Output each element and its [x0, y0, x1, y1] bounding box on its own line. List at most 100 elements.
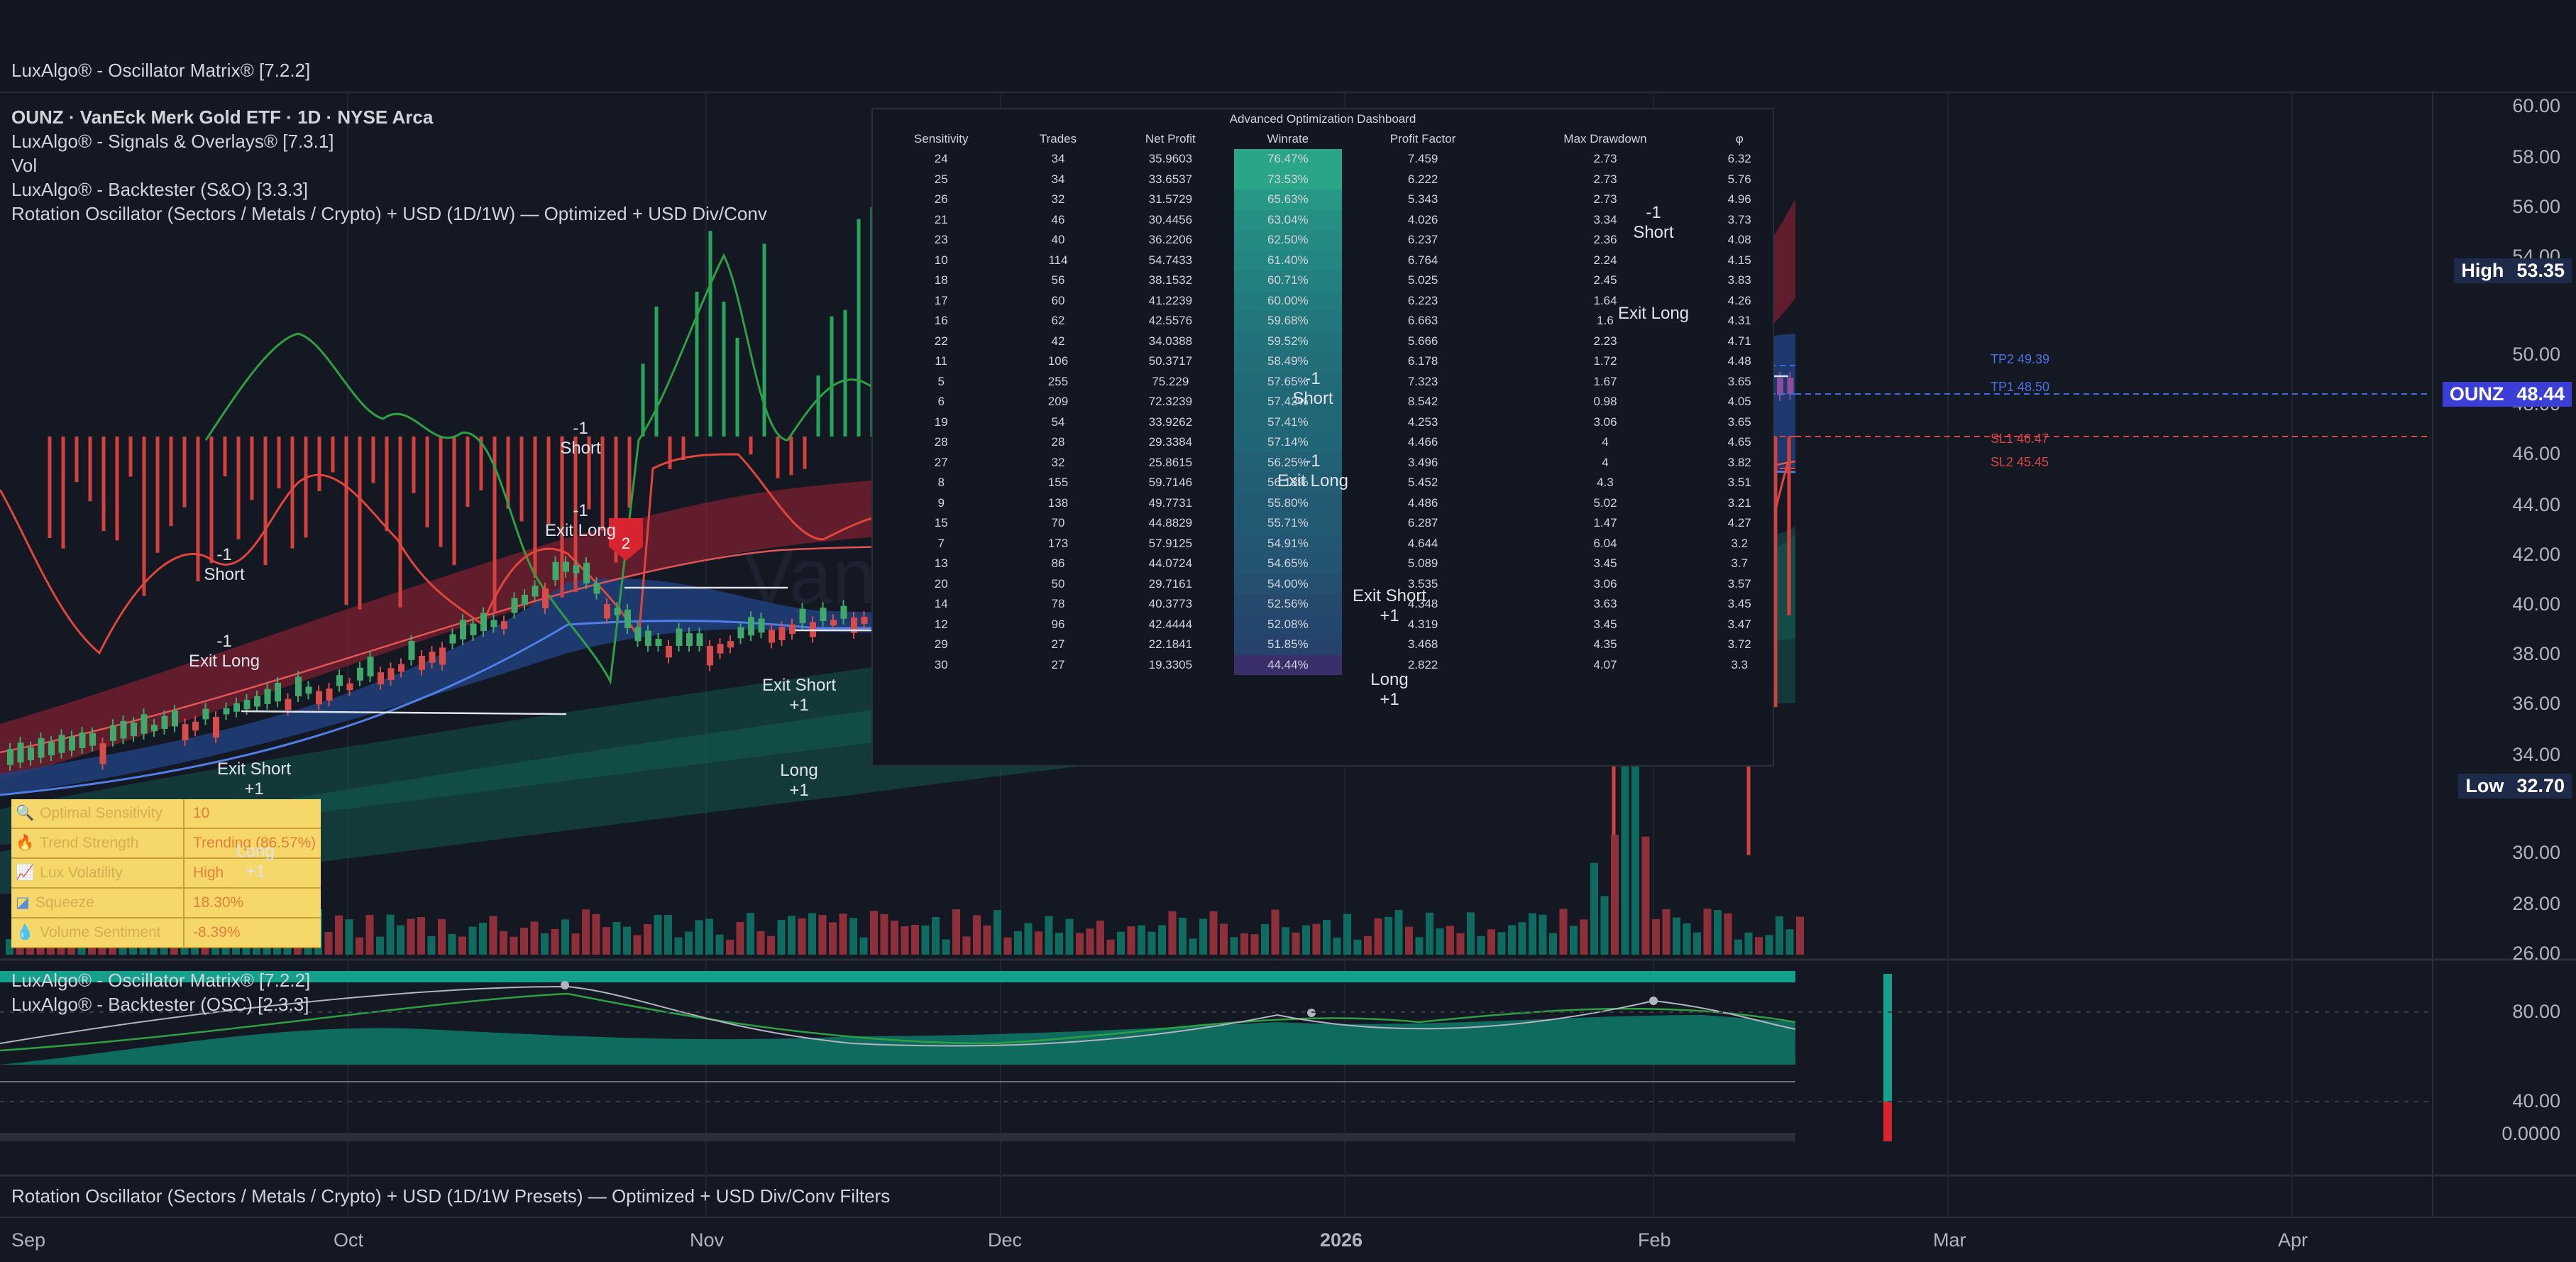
volume-bar	[1590, 862, 1598, 955]
table-cell: 3.45	[1593, 617, 1617, 631]
info-value: High	[193, 865, 224, 881]
candle-body	[110, 725, 116, 741]
table-cell: 4.48	[1727, 354, 1751, 368]
candle-body	[717, 644, 724, 654]
table-cell: 3.63	[1593, 597, 1617, 611]
table-cell: 6	[937, 395, 945, 409]
volume-bar	[633, 935, 642, 955]
low-price-tag[interactable]: Low 32.70	[2458, 774, 2572, 799]
table-cell: 42	[1051, 334, 1065, 348]
volume-bar	[448, 933, 456, 955]
table-row: 7 173 57.9125 54.91% 4.644 6.04 3.2	[873, 533, 1773, 554]
volume-bar	[849, 918, 857, 955]
legend-line-4[interactable]: Rotation Oscillator (Sectors / Metals / …	[11, 203, 767, 224]
candle-body	[1777, 378, 1783, 395]
table-cell: 54.7433	[1148, 253, 1193, 267]
table-cell: 3.3	[1731, 657, 1749, 671]
volume-bar	[1683, 923, 1691, 955]
candle-body	[532, 586, 539, 597]
candle-body	[655, 639, 662, 646]
volume-bar	[859, 937, 868, 955]
indicator-header[interactable]: LuxAlgo® - Oscillator Matrix® [7.2.2]	[11, 60, 311, 81]
volume-bar	[1785, 929, 1794, 955]
volume-bar	[500, 931, 507, 955]
table-cell: 60.00%	[1234, 290, 1342, 311]
table-cell: 3.21	[1727, 495, 1751, 510]
table-cell: 1.64	[1593, 293, 1617, 307]
table-cell: 57.9125	[1148, 536, 1193, 550]
candle-body	[460, 620, 466, 640]
table-cell: 30.4456	[1148, 212, 1193, 226]
volume-bar	[1487, 929, 1495, 955]
table-cell: 96	[1051, 617, 1065, 631]
current-price-tag[interactable]: OUNZ 48.44	[2442, 382, 2572, 407]
table-cell: 56.25%	[1234, 452, 1342, 473]
volume-bar	[1014, 931, 1022, 955]
volume-bar	[561, 919, 569, 955]
rotation-pane-title[interactable]: Rotation Oscillator (Sectors / Metals / …	[11, 1185, 891, 1207]
table-cell: 42.5576	[1148, 314, 1193, 328]
high-price-tag[interactable]: High 53.35	[2454, 258, 2572, 283]
market-info-table: 🔍 Optimal Sensitivity 10 🔥 Trend Strength Tre…	[11, 799, 321, 948]
candle-body	[707, 646, 713, 666]
table-row: 22 42 34.0388 59.52% 5.666 2.23 4.71	[873, 331, 1773, 351]
table-cell: 5.343	[1407, 192, 1438, 207]
candle-body	[79, 732, 86, 748]
table-cell: 21	[934, 212, 948, 226]
candle-body	[696, 633, 703, 646]
legend-line-1[interactable]: LuxAlgo® - Signals & Overlays® [7.3.1]	[11, 131, 334, 152]
volume-bar	[747, 913, 754, 955]
volume-bar	[777, 920, 786, 955]
table-cell: 59.7146	[1148, 476, 1193, 490]
table-cell: 58.49%	[1234, 351, 1342, 372]
volume-bar	[376, 936, 384, 955]
osc-pane-title-1[interactable]: LuxAlgo® - Oscillator Matrix® [7.2.2]	[11, 970, 311, 991]
candle-body	[666, 646, 672, 658]
legend-line-2[interactable]: Vol	[11, 155, 38, 176]
volume-bar	[1673, 917, 1680, 955]
volume-bar	[530, 921, 539, 955]
table-cell: 17	[934, 293, 948, 307]
table-row: 25 34 33.6537 73.53% 6.222 2.73 5.76	[873, 169, 1773, 190]
time-label: Oct	[334, 1229, 364, 1251]
table-cell: 36.2206	[1148, 233, 1193, 247]
volume-bar	[1497, 932, 1506, 955]
tp1-label: TP1 48.50	[1991, 380, 2049, 394]
candle-body	[131, 723, 137, 737]
volume-bar	[1168, 911, 1177, 955]
candle-body	[172, 710, 178, 727]
long-signal: Long +1	[1370, 670, 1409, 709]
table-cell: 4	[1602, 455, 1609, 469]
table-cell: 5.02	[1593, 495, 1617, 510]
short-signal: -1 Short	[1292, 369, 1333, 408]
table-cell: 3.34	[1593, 212, 1617, 226]
chart-icon: 📈	[16, 865, 35, 881]
price-axis[interactable]: 60.0058.0056.0054.0050.0048.0046.0044.00…	[2434, 0, 2576, 1207]
table-cell: 60.71%	[1234, 270, 1342, 291]
osc-price-label: 80.00	[2512, 1001, 2560, 1022]
table-cell: 4.65	[1727, 435, 1751, 449]
table-cell: 31.5729	[1148, 192, 1193, 207]
table-cell: 4.486	[1407, 495, 1438, 510]
volume-bar	[1209, 911, 1218, 955]
volume-bar	[541, 933, 549, 955]
volume-bar	[901, 926, 909, 955]
symbol-legend[interactable]: OUNZ · VanEck Merk Gold ETF · 1D · NYSE …	[11, 106, 434, 128]
volume-bar	[407, 918, 415, 955]
volume-bar	[1693, 932, 1701, 955]
volume-bar	[1055, 933, 1063, 955]
volume-bar	[1641, 836, 1650, 955]
candle-body	[604, 604, 610, 619]
table-cell: 15	[934, 516, 948, 530]
candle-body	[38, 738, 45, 758]
volume-bar	[1385, 916, 1392, 955]
table-cell: 4.31	[1727, 314, 1751, 328]
table-cell: 44.44%	[1234, 654, 1342, 675]
candle-body	[28, 747, 34, 760]
osc-pane-title-2[interactable]: LuxAlgo® - Backtester (OSC) [2.3.3]	[11, 994, 309, 1015]
volume-bar	[870, 911, 878, 955]
volume-bar	[510, 936, 518, 955]
legend-line-3[interactable]: LuxAlgo® - Backtester (S&O) [3.3.3]	[11, 179, 308, 200]
table-cell: 23	[934, 233, 948, 247]
volume-bar	[1096, 921, 1104, 955]
